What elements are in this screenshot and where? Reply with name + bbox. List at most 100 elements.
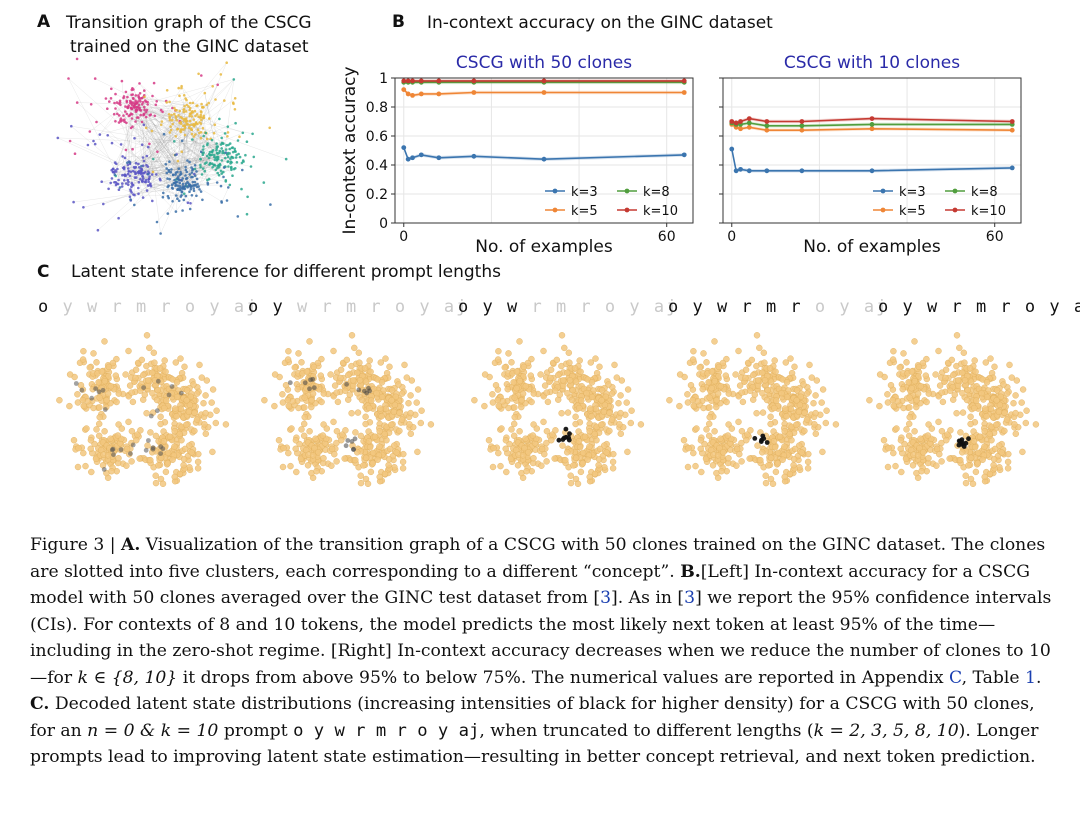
graph-node (219, 184, 223, 188)
latent-node (716, 444, 723, 452)
latent-node (918, 467, 925, 475)
latent-node (703, 359, 710, 366)
decoded-state (356, 387, 362, 393)
prompt-token: w (506, 297, 532, 317)
prompt-token: o (38, 297, 63, 317)
latent-node (894, 397, 902, 405)
latent-node (902, 455, 910, 463)
prompt-token: r (111, 297, 136, 317)
graph-node (135, 116, 139, 119)
graph-node (219, 169, 223, 173)
graph-node (159, 123, 163, 127)
graph-node (225, 61, 228, 64)
data-point (738, 166, 743, 172)
graph-node (155, 100, 158, 103)
latent-node (974, 449, 982, 457)
latent-node (714, 390, 722, 397)
latent-node (177, 355, 184, 362)
graph-node (120, 79, 124, 83)
latent-node (684, 391, 691, 398)
latent-node (171, 405, 179, 412)
panel-b-label: B (392, 12, 405, 32)
graph-node (143, 108, 146, 112)
latent-node (624, 386, 632, 393)
x-tick-label: 60 (658, 229, 676, 245)
latent-node (294, 386, 301, 393)
data-point (405, 78, 411, 84)
latent-node (942, 366, 950, 373)
latent-node (803, 416, 811, 423)
graph-node (233, 147, 236, 151)
latent-node (770, 437, 778, 445)
latent-node (505, 350, 512, 357)
latent-node (690, 402, 697, 410)
latent-node (105, 363, 113, 371)
latent-node (708, 368, 716, 375)
latent-node (309, 452, 317, 459)
graph-node (178, 181, 182, 185)
latent-node (151, 359, 158, 366)
latent-node (196, 361, 203, 369)
graph-node (220, 172, 223, 175)
latent-node (79, 356, 87, 363)
graph-node (208, 117, 211, 120)
latent-node (736, 382, 744, 389)
citation-link[interactable]: 3 (684, 588, 696, 608)
latent-node (292, 445, 299, 453)
latent-node (758, 449, 766, 456)
latent-node (360, 462, 367, 469)
graph-node (168, 100, 171, 104)
latent-node (547, 374, 554, 382)
latent-node (128, 458, 135, 465)
graph-node (146, 184, 150, 187)
graph-node (129, 126, 133, 130)
decoded-state (761, 436, 767, 441)
latent-node (161, 357, 168, 364)
latent-node (417, 419, 425, 427)
latent-node (776, 433, 784, 440)
graph-node (188, 207, 192, 211)
graph-node (174, 108, 177, 112)
graph-node (196, 128, 200, 131)
latent-node (732, 371, 739, 378)
latent-node (906, 420, 913, 428)
decoded-state (73, 381, 79, 386)
table-link[interactable]: 1 (1025, 667, 1036, 688)
latent-node (559, 377, 567, 384)
latent-node (501, 364, 508, 371)
latent-node (396, 427, 403, 435)
latent-node (392, 393, 400, 401)
latent-node (795, 408, 803, 416)
latent-node (832, 421, 840, 428)
latent-node (900, 404, 907, 412)
latent-node (530, 454, 537, 462)
latent-node (362, 454, 370, 462)
graph-node (206, 143, 209, 147)
graph-node (117, 216, 120, 220)
graph-node (170, 118, 174, 122)
latent-node (93, 426, 100, 433)
latent-node (793, 397, 800, 404)
graph-node (137, 186, 140, 190)
graph-node (235, 161, 239, 164)
graph-node (227, 165, 230, 168)
prompt-token: r (321, 297, 346, 317)
latent-node (497, 462, 504, 470)
latent-node (690, 348, 697, 355)
graph-node (166, 177, 169, 180)
appendix-link[interactable]: C (949, 667, 962, 688)
latent-node (917, 383, 925, 390)
graph-node (207, 152, 211, 156)
latent-node (720, 449, 727, 456)
graph-node (168, 160, 171, 163)
data-point (746, 124, 752, 130)
graph-node (146, 165, 150, 168)
citation-link[interactable]: 3 (600, 588, 612, 608)
graph-node (188, 106, 192, 110)
latent-node (140, 371, 147, 379)
latent-node (507, 455, 515, 463)
graph-node (142, 113, 145, 117)
x-tick-label: 0 (727, 229, 736, 245)
graph-node (227, 186, 230, 189)
graph-node (230, 146, 234, 150)
